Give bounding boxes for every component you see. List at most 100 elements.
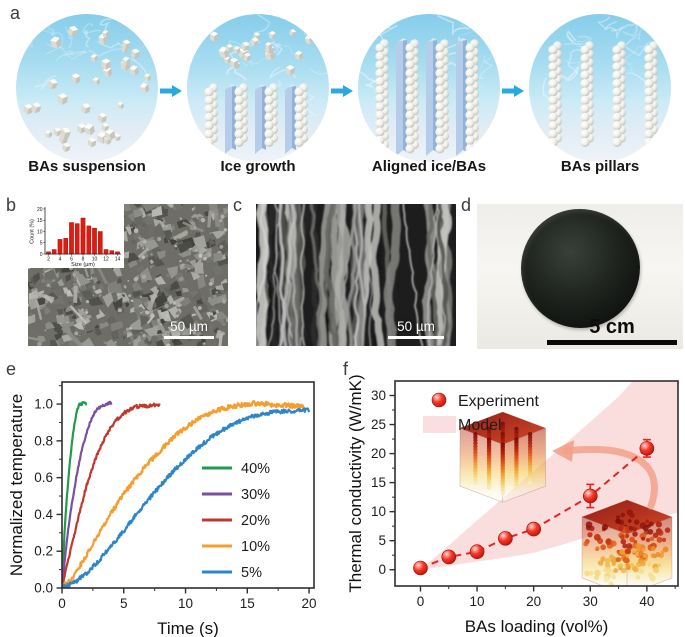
stage-caption: Ice growth [220, 158, 296, 175]
tick-label: 14 [115, 256, 121, 262]
scale-bar-line [547, 340, 677, 345]
data-point [498, 531, 513, 546]
data-point [639, 441, 655, 456]
panel-label-d: d [461, 195, 472, 215]
panel-label-c: c [233, 195, 242, 215]
tick-label: 0.2 [34, 544, 53, 559]
legend-item-40%: 40% [202, 461, 270, 477]
tick-label: 5% [241, 565, 262, 581]
tick-label: Model [458, 417, 502, 434]
tick-label: 1.0 [34, 397, 53, 412]
scale-bar-label: 50 µm [397, 319, 435, 334]
data-point [469, 544, 485, 560]
sem-image-aligned: 50 µm [256, 204, 456, 346]
tick-label: 30% [241, 487, 270, 503]
tick-label: 0 [417, 594, 425, 609]
series-5% [62, 407, 311, 588]
legend-item-experiment: Experiment [431, 392, 539, 410]
tick-label: 40 [639, 594, 654, 609]
sample-disc [521, 209, 640, 328]
tick-label: 0 [58, 596, 66, 611]
series-10% [62, 400, 306, 588]
random-cube-inset [581, 499, 673, 586]
legend-item-20%: 20% [202, 513, 270, 529]
tick-label: 6 [70, 256, 73, 262]
process-arrow-icon [160, 85, 182, 97]
tick-label: 5 [40, 241, 43, 247]
sem-texture [256, 204, 456, 346]
tick-label: 0 [40, 252, 43, 258]
tick-label: 15 [37, 218, 43, 224]
tick-label: 20 [371, 446, 386, 461]
schematic-bas-pillars [529, 14, 671, 162]
stage-caption: BAs suspension [28, 158, 146, 175]
scale-bar: 5 cm [547, 316, 677, 345]
tick-label: 5 [378, 533, 386, 548]
tick-label: 30 [371, 388, 386, 403]
y-axis-label: Thermal conductivity (W/mK) [348, 374, 365, 592]
tick-label: 20 [526, 594, 541, 609]
data-point [441, 549, 457, 565]
stage-caption: Aligned ice/BAs [371, 158, 487, 175]
tick-label: 10 [470, 594, 485, 609]
data-point [582, 488, 598, 504]
tick-label: 0.6 [34, 470, 53, 485]
aligned-cube-inset [459, 411, 546, 503]
tick-label: 10 [371, 504, 386, 519]
legend-item-model: Model [423, 416, 502, 434]
scale-bar-line [164, 336, 214, 339]
panel-label-e: e [6, 359, 17, 379]
schematic-aligned-ice-bas [358, 14, 500, 162]
panel-label-a: a [10, 3, 21, 23]
tick-label: 12 [103, 256, 109, 262]
tick-label: 25 [371, 417, 386, 432]
tick-label: 30 [583, 594, 598, 609]
tick-label: 2 [47, 256, 50, 262]
series-20% [62, 402, 161, 588]
data-point [413, 560, 428, 576]
series-40% [62, 400, 88, 588]
legend-item-30%: 30% [202, 487, 270, 503]
tick-label: 10 [37, 229, 43, 235]
tick-label: 20% [241, 513, 270, 529]
conductivity-scatter-chart: 0 10 20 30 40 0 5 10 15 20 25 30 BAs loading (vol%) T… [348, 374, 679, 636]
hist-xlabel: Size (µm) [71, 262, 95, 268]
sample-photo: 5 cm [477, 204, 683, 349]
tick-label: 5 [120, 596, 128, 611]
sem-image-particles: 2 4 6 8 10 12 14 0 5 10 15 20 Size (µm) Count (%) 50 … [28, 204, 228, 346]
series-30% [62, 400, 113, 588]
process-arrow-icon [331, 85, 353, 97]
panel-label-f: f [343, 359, 349, 379]
data-point [526, 521, 541, 537]
tick-label: 10 [92, 256, 98, 262]
tick-label: 15 [371, 475, 386, 490]
tick-label: 0 [378, 562, 386, 577]
tick-label: 10 [178, 596, 193, 611]
schematic-ice-growth [187, 14, 329, 162]
scale-bar-label: 50 µm [170, 319, 208, 334]
tick-label: Experiment [458, 393, 539, 410]
temperature-line-chart: 0 5 10 15 20 0.0 0.2 0.4 0.6 0.8 1.0 Time (s) Normal… [8, 381, 317, 637]
tick-label: 8 [82, 256, 85, 262]
x-axis-label: Time (s) [157, 619, 219, 637]
panel-label-b: b [6, 195, 17, 215]
scale-bar-label: 5 cm [589, 316, 635, 338]
tick-label: 20 [37, 207, 43, 213]
tick-label: 0.0 [34, 581, 53, 596]
tick-label: 15 [240, 596, 255, 611]
hist-ylabel: Count (%) [30, 219, 36, 244]
tick-label: 20 [302, 596, 317, 611]
schematic-bas-suspension [16, 14, 158, 162]
tick-label: 0.8 [34, 433, 53, 448]
inset-arrow [562, 445, 658, 510]
tick-label: 4 [59, 256, 62, 262]
legend-item-5%: 5% [202, 565, 262, 581]
tick-label: 10% [241, 539, 270, 555]
scale-bar: 50 µm [388, 319, 444, 339]
stage-caption: BAs pillars [560, 158, 640, 175]
process-arrow-icon [502, 85, 524, 97]
scale-bar-line [388, 336, 444, 339]
x-axis-label: BAs loading (vol%) [465, 617, 609, 636]
legend-item-10%: 10% [202, 539, 270, 555]
